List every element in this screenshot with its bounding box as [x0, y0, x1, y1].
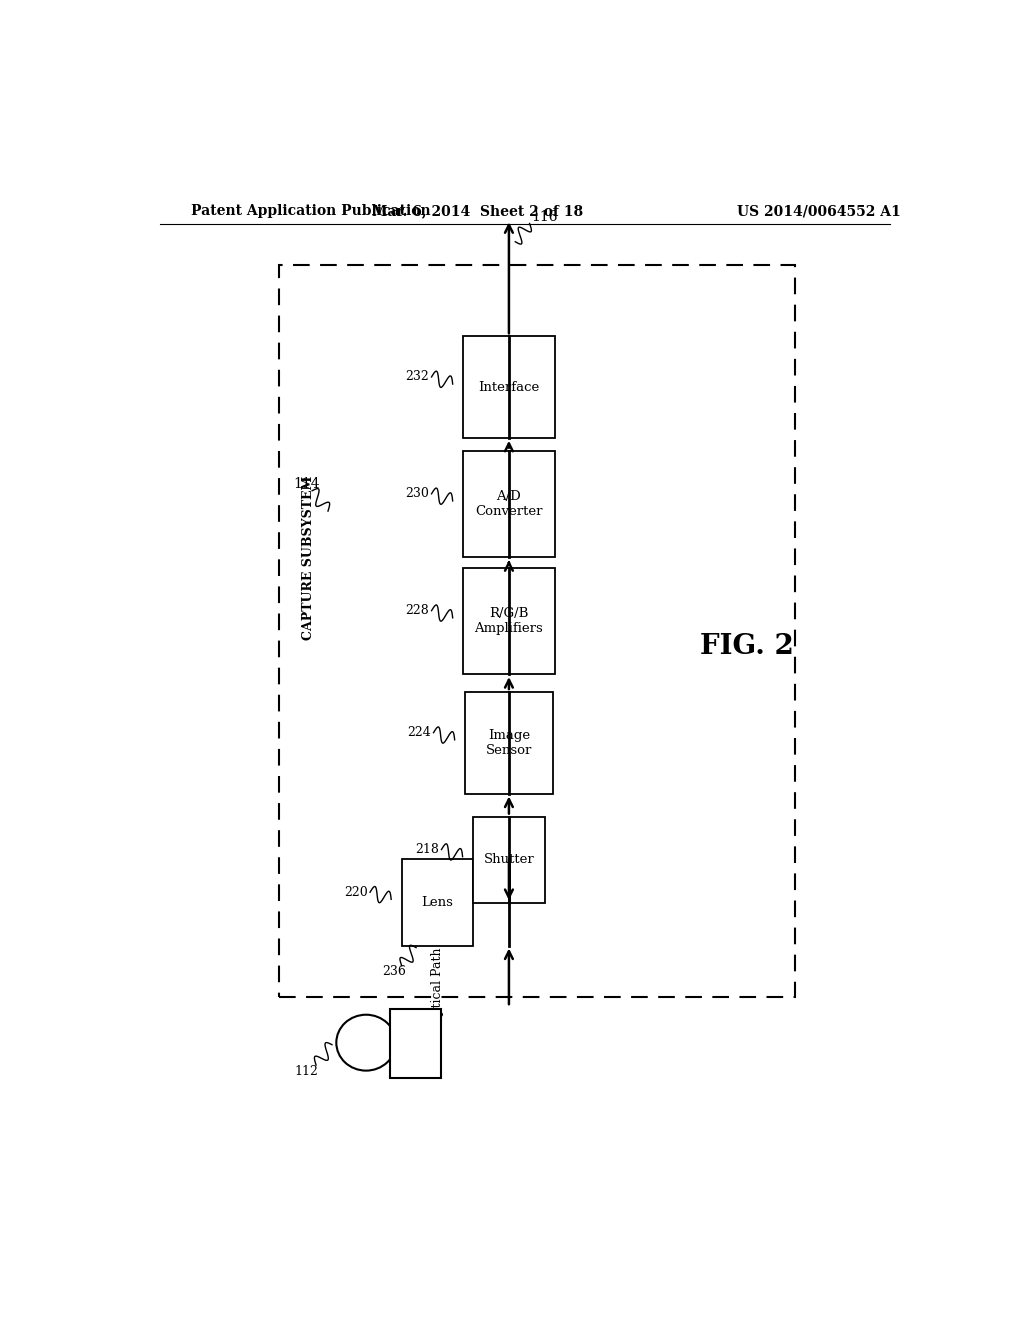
Text: 232: 232 [406, 371, 429, 383]
Text: A/D
Converter: A/D Converter [475, 490, 543, 517]
Bar [463, 568, 555, 675]
Text: 114: 114 [293, 477, 319, 491]
Text: 236: 236 [382, 965, 406, 978]
Ellipse shape [336, 1015, 396, 1071]
Text: 220: 220 [344, 886, 368, 899]
Text: FIG. 2: FIG. 2 [700, 632, 794, 660]
Text: Lens: Lens [422, 896, 454, 909]
Text: R/G/B
Amplifiers: R/G/B Amplifiers [474, 607, 544, 635]
Text: Mar. 6, 2014  Sheet 2 of 18: Mar. 6, 2014 Sheet 2 of 18 [372, 205, 583, 218]
Text: 224: 224 [408, 726, 431, 739]
Text: 112: 112 [295, 1065, 318, 1077]
Bar [279, 265, 795, 997]
Text: 116: 116 [531, 210, 558, 224]
Bar [463, 450, 555, 557]
Text: Optical Path: Optical Path [431, 946, 444, 1026]
Bar [401, 859, 473, 945]
Bar [473, 817, 545, 903]
Bar [465, 692, 553, 793]
Text: Patent Application Publication: Patent Application Publication [191, 205, 431, 218]
Text: US 2014/0064552 A1: US 2014/0064552 A1 [736, 205, 900, 218]
Text: 228: 228 [406, 605, 429, 618]
Text: 230: 230 [406, 487, 429, 500]
Text: Shutter: Shutter [483, 853, 535, 866]
Text: CAPTURE SUBSYSTEM: CAPTURE SUBSYSTEM [302, 475, 315, 640]
Text: Interface: Interface [478, 380, 540, 393]
Text: Image
Sensor: Image Sensor [485, 729, 532, 756]
Text: 218: 218 [416, 843, 439, 857]
Bar [390, 1008, 441, 1078]
Bar [463, 337, 555, 438]
